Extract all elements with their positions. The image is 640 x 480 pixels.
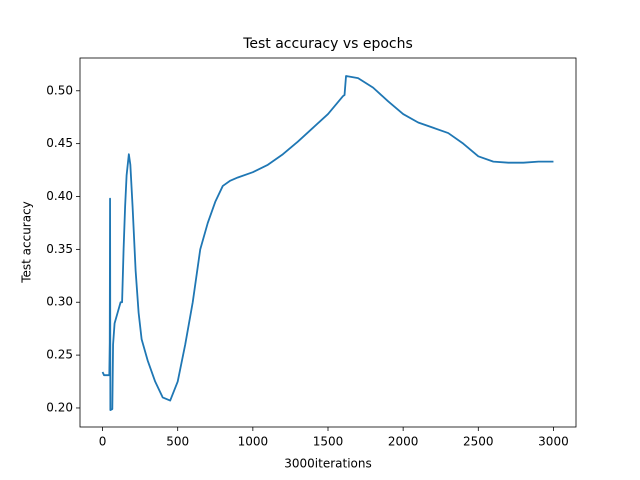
chart-title: Test accuracy vs epochs: [242, 36, 413, 52]
x-tick-label: 0: [99, 435, 107, 449]
x-tick-label: 2500: [463, 435, 494, 449]
y-tick-label: 0.20: [46, 400, 73, 414]
x-tick-label: 1500: [313, 435, 344, 449]
y-tick-label: 0.50: [46, 83, 73, 97]
x-tick-label: 2000: [388, 435, 419, 449]
data-line: [101, 75, 554, 411]
x-tick-label: 3000: [538, 435, 569, 449]
x-tick-label: 500: [166, 435, 189, 449]
y-tick-label: 0.45: [46, 136, 73, 150]
y-tick-label: 0.25: [46, 348, 73, 362]
x-tick-label: 1000: [238, 435, 269, 449]
y-axis-label: Test accuracy: [20, 201, 34, 284]
y-tick-label: 0.30: [46, 295, 73, 309]
y-tick-label: 0.40: [46, 189, 73, 203]
plot-frame: [79, 57, 577, 428]
y-tick-label: 0.35: [46, 242, 73, 256]
x-axis-label: 3000iterations: [284, 457, 372, 471]
